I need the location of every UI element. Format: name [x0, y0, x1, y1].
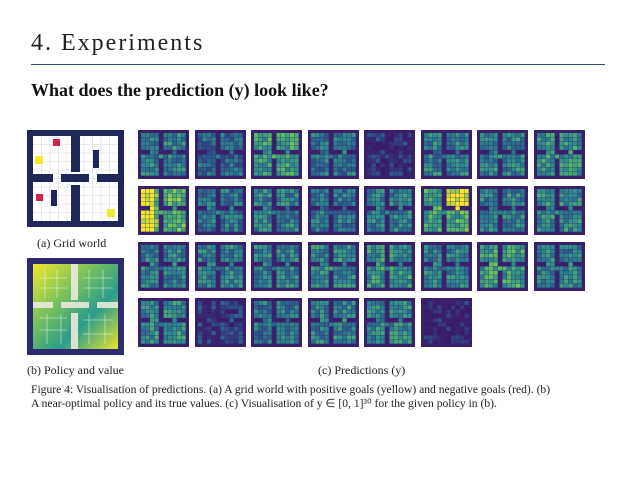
slide-title: 4. Experiments: [31, 30, 205, 56]
prediction-thumbnail: [307, 130, 359, 179]
prediction-thumbnail: [364, 298, 415, 347]
prediction-thumbnail: [533, 242, 585, 291]
title-divider: [31, 64, 605, 65]
prediction-thumbnail: [533, 186, 585, 235]
prediction-thumbnail: [307, 242, 359, 291]
prediction-thumbnail: [138, 242, 189, 291]
negative-goal-top: [53, 139, 60, 146]
prediction-thumbnail: [420, 186, 472, 235]
prediction-thumbnail: [138, 130, 189, 179]
prediction-thumbnail: [251, 298, 302, 347]
prediction-thumbnail: [138, 186, 189, 235]
grid-world-image: [27, 130, 124, 227]
prediction-thumbnail: [194, 186, 246, 235]
prediction-thumbnail: [194, 298, 246, 347]
prediction-thumbnail: [364, 186, 415, 235]
slide-heading: What does the prediction (y) look like?: [31, 80, 329, 100]
prediction-thumbnail: [420, 298, 472, 347]
caption-line-1: Figure 4: Visualisation of predictions. …: [31, 383, 551, 396]
prediction-thumbnail: [251, 130, 302, 179]
figure-caption: Figure 4: Visualisation of predictions. …: [31, 383, 611, 411]
caption-line-2: A near-optimal policy and its true value…: [31, 397, 497, 410]
grid-world-svg: [27, 130, 124, 227]
prediction-thumbnail: [533, 130, 585, 179]
prediction-thumbnail: [251, 242, 302, 291]
prediction-thumbnail: [364, 242, 415, 291]
predictions-grid: [138, 130, 585, 354]
prediction-thumbnail: [420, 242, 472, 291]
prediction-thumbnail: [138, 298, 189, 347]
prediction-thumbnail: [477, 186, 528, 235]
positive-goal-left: [35, 156, 43, 164]
prediction-thumbnail: [364, 130, 415, 179]
prediction-thumbnail: [477, 242, 528, 291]
prediction-thumbnail: [307, 298, 359, 347]
prediction-thumbnail: [307, 186, 359, 235]
positive-goal-right: [107, 209, 115, 217]
negative-goal-bottom: [36, 194, 43, 201]
prediction-thumbnail: [477, 130, 528, 179]
label-policy-value: (b) Policy and value: [27, 363, 124, 377]
prediction-thumbnail: [420, 130, 472, 179]
prediction-thumbnail: [251, 186, 302, 235]
label-predictions: (c) Predictions (y): [318, 363, 406, 377]
policy-value-svg: [27, 258, 124, 355]
label-grid-world: (a) Grid world: [37, 236, 107, 250]
policy-value-image: [27, 258, 124, 355]
prediction-thumbnail: [194, 242, 246, 291]
prediction-thumbnail: [194, 130, 246, 179]
